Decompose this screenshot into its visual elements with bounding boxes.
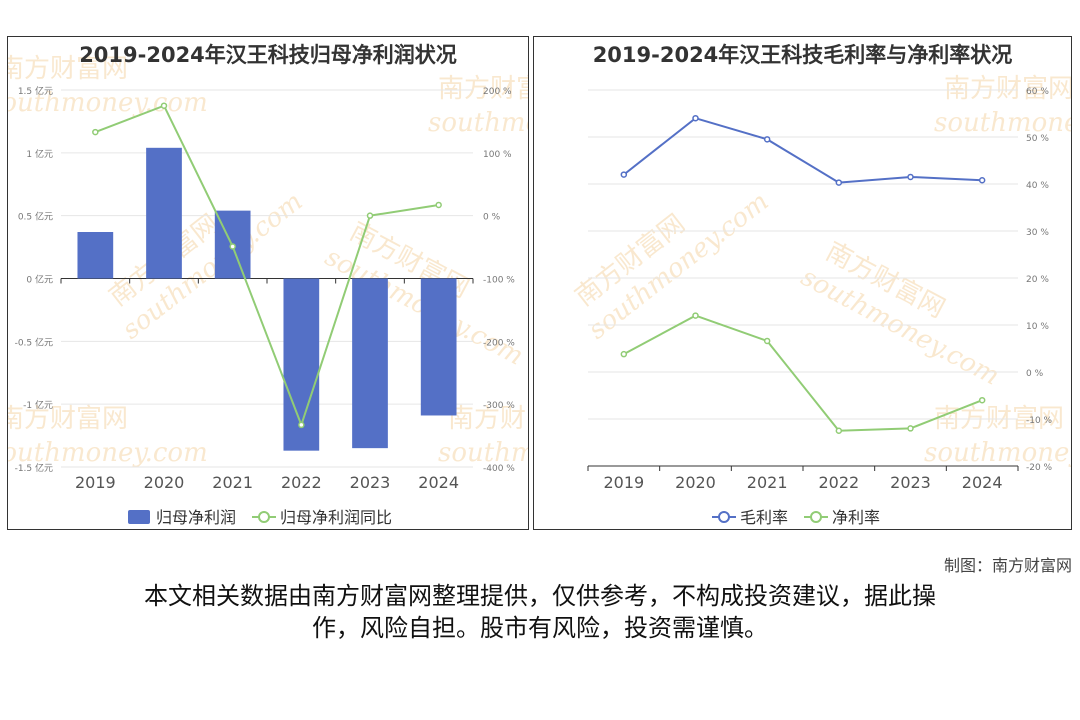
y2-tick-label: 0 % [483, 213, 501, 223]
gross-margin-point [763, 136, 771, 143]
legend-label: 净利率 [832, 508, 880, 527]
x-tick-label: 2020 [144, 473, 185, 492]
disclaimer: 本文相关数据由南方财富网整理提供，仅供参考，不构成投资建议，据此操 作，风险自担… [60, 580, 1020, 644]
y-tick-label: -1 亿元 [23, 399, 53, 411]
bar [77, 232, 114, 279]
watermark-text: southmoney.com [934, 108, 1071, 138]
x-tick-label: 2023 [350, 473, 391, 492]
chart-title: 2019-2024年汉王科技毛利率与净利率状况 [592, 43, 1013, 67]
watermark-text: southmoney.com [924, 438, 1071, 468]
y-tick-label: 0 亿元 [26, 274, 53, 286]
yoy-point [229, 243, 236, 250]
y-tick-label: 60 % [1026, 87, 1049, 97]
net-margin-point [835, 427, 843, 434]
watermark-text: southmoney.com [8, 438, 208, 468]
y-tick-label: 1.5 亿元 [18, 85, 53, 97]
bar [420, 278, 457, 416]
grid-lines [587, 89, 1019, 471]
y-tick-label: 1 亿元 [26, 148, 53, 160]
y-tick-label: 10 % [1026, 322, 1049, 332]
watermark-text: 南方财富网 [944, 74, 1071, 104]
net-margin-point [978, 396, 986, 404]
net-profit-chart: 南方财富网 southmoney.com 南方财富网 southmoney.com 南方… [8, 54, 528, 527]
x-tick-label: 2021 [747, 473, 788, 492]
chart-credit: 制图：南方财富网 [943, 556, 1072, 575]
x-tick-label: 2019 [603, 473, 644, 492]
y2-tick-label: -400 % [483, 464, 515, 474]
x-tick-label: 2020 [675, 473, 716, 492]
yoy-line [94, 104, 439, 428]
margin-chart: 南方财富网southmoney.com南方财富网southmoney.com南方… [570, 74, 1071, 527]
yoy-point [435, 201, 442, 209]
gross-margin-point [907, 173, 914, 181]
y-tick-label: 0 % [1026, 369, 1044, 379]
y-tick-label: 30 % [1026, 228, 1049, 238]
y2-tick-label: -100 % [483, 276, 515, 286]
net-margin-point [763, 337, 771, 345]
disclaimer-line: 本文相关数据由南方财富网整理提供，仅供参考，不构成投资建议，据此操 [144, 582, 936, 610]
y2-tick-label: -200 % [483, 338, 515, 348]
x-tick-label: 2023 [890, 473, 931, 492]
y-tick-label: 50 % [1026, 134, 1049, 144]
gross-margin-line [623, 117, 983, 184]
x-tick-label: 2021 [212, 473, 253, 492]
y-tick-label: -10 % [1026, 416, 1053, 426]
legend-marker [718, 511, 730, 523]
yoy-point [298, 421, 305, 429]
net-margin-point [692, 312, 699, 319]
legend-marker [258, 511, 270, 523]
y-tick-label: -20 % [1026, 463, 1053, 473]
legend-label: 归母净利润同比 [280, 508, 392, 527]
legend-swatch [128, 510, 150, 524]
y2-tick-label: 200 % [483, 87, 512, 97]
gross-margin-point [835, 179, 843, 186]
watermark-text: southmoney.com [8, 88, 208, 118]
watermark-text: 南方财富网 [438, 74, 528, 104]
y2-tick-label: -300 % [483, 401, 515, 411]
x-tick-label: 2022 [818, 473, 859, 492]
x-tick-label: 2024 [418, 473, 459, 492]
legend-label: 毛利率 [740, 508, 788, 527]
x-tick-label: 2022 [281, 473, 322, 492]
watermark-text: 南方财富网 [448, 404, 528, 434]
margin-chart-panel: 2019-2024年汉王科技毛利率与净利率状况 南方财富网 southmoney.… [533, 36, 1072, 530]
watermark-text: southmoney.com [438, 438, 528, 468]
yoy-point [160, 102, 168, 109]
x-tick-label: 2019 [75, 473, 116, 492]
net-profit-chart-panel: 2019-2024年汉王科技归母净利润状况 南方财富网 southmoney.co… [7, 36, 529, 530]
gross-margin-point [620, 171, 628, 178]
y-tick-label: 40 % [1026, 181, 1049, 191]
net-margin-point [907, 425, 914, 432]
legend-marker [810, 511, 822, 523]
y-tick-label: -0.5 亿元 [15, 336, 53, 348]
yoy-point [366, 212, 374, 219]
chart-legend: 归母净利润 归母净利润同比 [128, 508, 392, 527]
legend-label: 归母净利润 [156, 508, 236, 527]
bar [146, 147, 182, 279]
y-tick-label: -1.5 亿元 [15, 462, 53, 474]
chart-legend: 毛利率 净利率 [712, 508, 880, 527]
y-tick-label: 20 % [1026, 275, 1049, 285]
y2-tick-label: 100 % [483, 150, 512, 160]
y-tick-label: 0.5 亿元 [18, 211, 53, 223]
disclaimer-line: 作，风险自担。股市有风险，投资需谨慎。 [312, 614, 768, 642]
watermark-text: 南方财富网 [8, 404, 128, 434]
net-margin-line [623, 314, 983, 432]
grid-lines [60, 89, 474, 468]
gross-margin-point [978, 176, 986, 184]
watermark-text: southmoney.com [428, 108, 528, 138]
chart-title: 2019-2024年汉王科技归母净利润状况 [79, 43, 457, 67]
yoy-point [92, 128, 99, 136]
watermark-text: 南方财富网 [8, 54, 128, 84]
x-tick-label: 2024 [962, 473, 1003, 492]
bar [352, 278, 388, 449]
gross-margin-point [692, 114, 699, 122]
net-margin-point [620, 350, 628, 358]
